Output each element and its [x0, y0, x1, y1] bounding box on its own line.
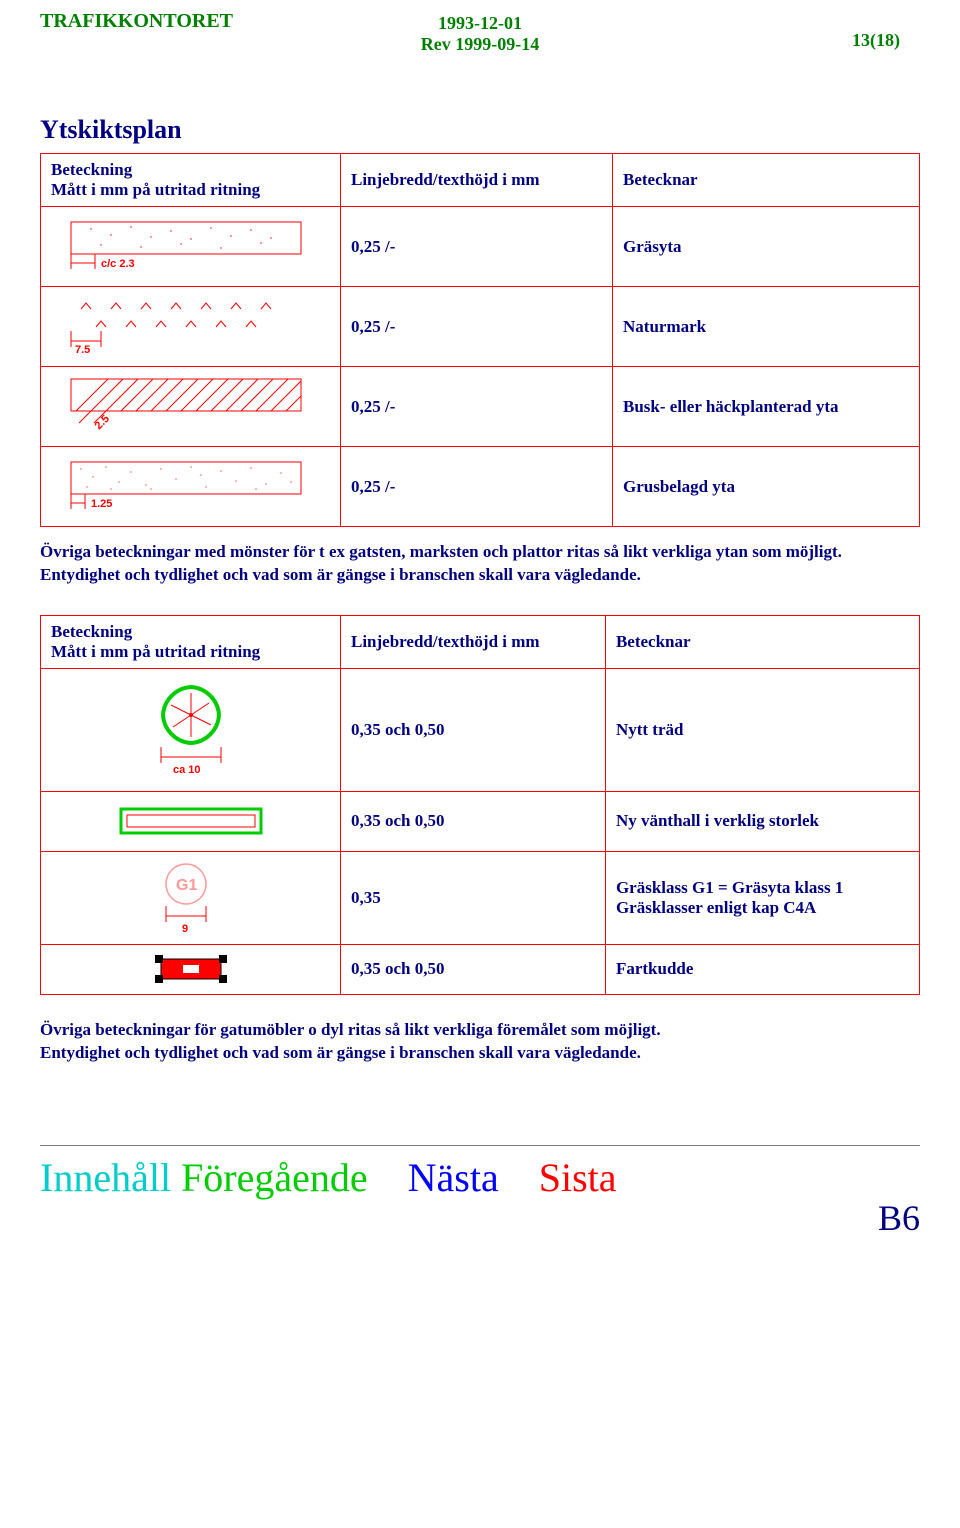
note-line: Entydighet och tydlighet och vad som är … — [40, 565, 641, 584]
page-code: B6 — [40, 1197, 920, 1239]
date-2: Rev 1999-09-14 — [40, 34, 920, 55]
footer-separator — [40, 1145, 920, 1146]
dim-text: 2.5 — [93, 413, 112, 432]
symbol-grus: 1.25 — [41, 447, 341, 527]
table-header-row: Beteckning Mått i mm på utritad ritning … — [41, 154, 920, 207]
dim-text: 7.5 — [75, 344, 90, 356]
col-betecknar: Betecknar — [613, 154, 920, 207]
linewidth-cell: 0,35 och 0,50 — [341, 668, 606, 791]
table-row: ca 10 0,35 och 0,50 Nytt träd — [41, 668, 920, 791]
linewidth-cell: 0,25 /- — [341, 287, 613, 367]
meaning-cell: Busk- eller häckplanterad yta — [613, 367, 920, 447]
note-block-1: Övriga beteckningar med mönster för t ex… — [40, 541, 920, 587]
nav-links: Innehåll Föregående Nästa Sista — [40, 1154, 920, 1201]
linewidth-cell: 0,25 /- — [341, 367, 613, 447]
symbol-nytt-trad: ca 10 — [41, 668, 341, 791]
linewidth-cell: 0,35 och 0,50 — [341, 791, 606, 851]
table-row: G1 9 0,35 Gräsklass G1 = Gräsyta klass 1… — [41, 851, 920, 944]
meaning-cell: Ny vänthall i verklig storlek — [605, 791, 919, 851]
col-beteckning: Beteckning Mått i mm på utritad ritning — [41, 154, 341, 207]
note-line: Övriga beteckningar med mönster för t ex… — [40, 542, 842, 561]
linewidth-cell: 0,25 /- — [341, 447, 613, 527]
nav-innehall[interactable]: Innehåll — [40, 1155, 171, 1200]
symbol-grasklass: G1 9 — [41, 851, 341, 944]
table-row: 0,35 och 0,50 Ny vänthall i verklig stor… — [41, 791, 920, 851]
svg-text:G1: G1 — [176, 877, 197, 894]
nav-sista[interactable]: Sista — [539, 1155, 617, 1200]
note-line: Entydighet och tydlighet och vad som är … — [40, 1043, 641, 1062]
dim-text: 9 — [182, 923, 188, 935]
meaning-cell: Grusbelagd yta — [613, 447, 920, 527]
dim-text: ca 10 — [173, 764, 201, 776]
symbol-naturmark: 7.5 — [41, 287, 341, 367]
table-header-row: Beteckning Mått i mm på utritad ritning … — [41, 615, 920, 668]
linewidth-cell: 0,25 /- — [341, 207, 613, 287]
col-linjebredd: Linjebredd/texthöjd i mm — [341, 615, 606, 668]
meaning-cell: Fartkudde — [605, 944, 919, 994]
symbol-grasyta: c/c 2.3 — [41, 207, 341, 287]
table-row: 2.5 0,25 /- Busk- eller häckplanterad yt… — [41, 367, 920, 447]
table-row: 1.25 0,25 /- Grusbelagd yta — [41, 447, 920, 527]
note-block-2: Övriga beteckningar för gatumöbler o dyl… — [40, 1019, 920, 1065]
symbol-fartkudde — [41, 944, 341, 994]
dim-text: c/c 2.3 — [101, 258, 135, 270]
table-row: c/c 2.3 0,25 /- Gräsyta — [41, 207, 920, 287]
col-beteckning: Beteckning Mått i mm på utritad ritning — [41, 615, 341, 668]
meaning-cell: Gräsklass G1 = Gräsyta klass 1 Gräsklass… — [605, 851, 919, 944]
dim-text: 1.25 — [91, 498, 112, 510]
col-betecknar: Betecknar — [605, 615, 919, 668]
table-ytskiktsplan: Beteckning Mått i mm på utritad ritning … — [40, 153, 920, 527]
doc-header: TRAFIKKONTORET 1993-12-01 Rev 1999-09-14… — [40, 10, 920, 55]
symbol-vanthall — [41, 791, 341, 851]
table-objects: Beteckning Mått i mm på utritad ritning … — [40, 615, 920, 995]
col-linjebredd: Linjebredd/texthöjd i mm — [341, 154, 613, 207]
nav-nasta[interactable]: Nästa — [408, 1155, 499, 1200]
table-row: 0,35 och 0,50 Fartkudde — [41, 944, 920, 994]
note-line: Övriga beteckningar för gatumöbler o dyl… — [40, 1020, 661, 1039]
section-title: Ytskiktsplan — [40, 115, 920, 145]
linewidth-cell: 0,35 och 0,50 — [341, 944, 606, 994]
meaning-cell: Nytt träd — [605, 668, 919, 791]
page-number: 13(18) — [852, 30, 900, 51]
symbol-busk: 2.5 — [41, 367, 341, 447]
meaning-cell: Gräsyta — [613, 207, 920, 287]
table-row: 7.5 0,25 /- Naturmark — [41, 287, 920, 367]
nav-foregaende[interactable]: Föregående — [181, 1155, 368, 1200]
linewidth-cell: 0,35 — [341, 851, 606, 944]
meaning-cell: Naturmark — [613, 287, 920, 367]
